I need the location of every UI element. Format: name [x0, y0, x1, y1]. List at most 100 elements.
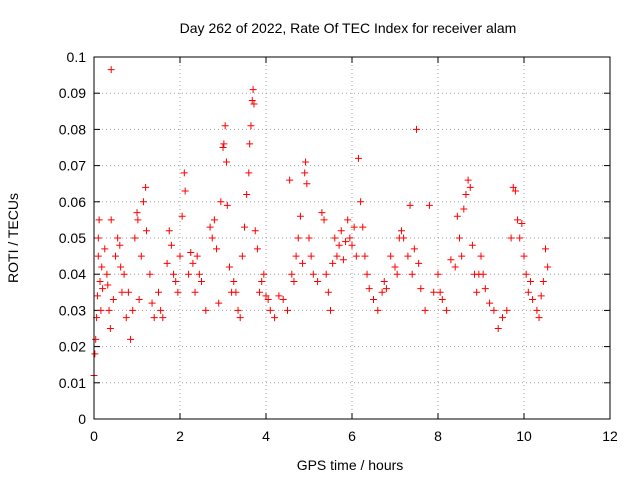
x-tick-label: 10	[516, 428, 532, 444]
data-point	[215, 299, 223, 307]
data-point	[148, 299, 156, 307]
data-point	[247, 122, 255, 130]
x-tick-label: 6	[348, 428, 356, 444]
data-point	[208, 234, 216, 242]
data-point	[258, 277, 266, 285]
data-point	[535, 314, 543, 322]
data-point	[256, 288, 264, 296]
data-point	[97, 306, 105, 314]
data-point	[284, 306, 291, 314]
y-tick-label: 0.05	[59, 230, 86, 246]
data-point	[91, 350, 99, 358]
data-point	[361, 252, 369, 260]
data-point	[95, 216, 103, 224]
data-point	[339, 256, 347, 264]
data-point	[249, 86, 257, 94]
data-point	[337, 227, 345, 235]
data-point	[524, 288, 532, 296]
data-point	[458, 252, 466, 260]
data-point	[253, 245, 261, 253]
data-point	[238, 252, 246, 260]
data-point	[292, 252, 300, 260]
data-point	[189, 259, 197, 267]
data-point	[363, 270, 371, 278]
data-point	[522, 270, 530, 278]
data-point	[430, 288, 438, 296]
y-tick-label: 0	[78, 411, 86, 427]
data-point	[518, 220, 526, 228]
data-point	[479, 270, 487, 278]
data-point	[346, 234, 354, 242]
data-point	[303, 180, 311, 188]
data-point	[241, 223, 248, 231]
y-tick-label: 0.1	[67, 49, 87, 65]
data-point	[473, 288, 481, 296]
data-point	[137, 252, 145, 260]
data-point	[305, 234, 313, 242]
data-point	[112, 252, 119, 260]
data-point	[333, 252, 341, 260]
data-point	[246, 140, 254, 148]
data-point	[105, 306, 113, 314]
data-point	[219, 144, 227, 151]
data-point	[225, 263, 233, 271]
data-point	[526, 277, 534, 285]
data-point	[236, 314, 244, 322]
x-tick-label: 8	[434, 428, 442, 444]
data-point	[288, 270, 296, 278]
data-point	[109, 296, 117, 304]
data-point	[410, 245, 418, 253]
data-point	[529, 296, 537, 304]
data-point	[314, 277, 322, 285]
x-tick-label: 0	[90, 428, 98, 444]
data-point	[131, 234, 139, 242]
data-point	[320, 216, 328, 224]
data-point	[94, 234, 102, 242]
data-point	[103, 270, 111, 278]
data-point	[451, 263, 459, 271]
data-point	[359, 223, 367, 231]
data-point	[542, 245, 549, 253]
data-point	[114, 234, 122, 242]
data-point	[106, 325, 114, 332]
data-point	[260, 270, 268, 278]
data-point	[94, 252, 102, 260]
data-point	[436, 288, 444, 296]
data-point	[393, 270, 401, 278]
data-point	[187, 248, 195, 256]
data-point	[357, 198, 365, 206]
data-point	[220, 140, 228, 148]
data-point	[544, 263, 552, 271]
data-point	[221, 122, 229, 130]
data-point	[150, 314, 158, 322]
data-point	[486, 299, 494, 307]
data-point	[539, 277, 547, 285]
x-axis-label: GPS time / hours	[297, 457, 404, 473]
data-point	[157, 306, 165, 314]
data-point	[421, 306, 429, 314]
data-point	[180, 169, 188, 177]
data-point	[124, 288, 132, 296]
data-point	[331, 234, 339, 242]
data-point	[243, 191, 251, 199]
data-point	[129, 306, 137, 314]
data-point	[537, 292, 545, 300]
data-point	[222, 158, 230, 166]
data-point	[107, 66, 115, 74]
data-point	[127, 335, 135, 343]
data-point	[275, 292, 283, 300]
y-tick-label: 0.02	[59, 339, 86, 355]
data-point	[155, 288, 162, 296]
data-point	[324, 288, 332, 296]
data-point	[142, 227, 150, 235]
data-point	[342, 238, 350, 246]
data-point	[408, 270, 416, 278]
data-point	[514, 216, 522, 224]
data-point	[206, 223, 214, 231]
data-point	[191, 288, 199, 296]
data-point	[117, 263, 125, 271]
data-point	[413, 125, 420, 133]
data-point	[279, 296, 287, 304]
data-point	[329, 259, 337, 267]
